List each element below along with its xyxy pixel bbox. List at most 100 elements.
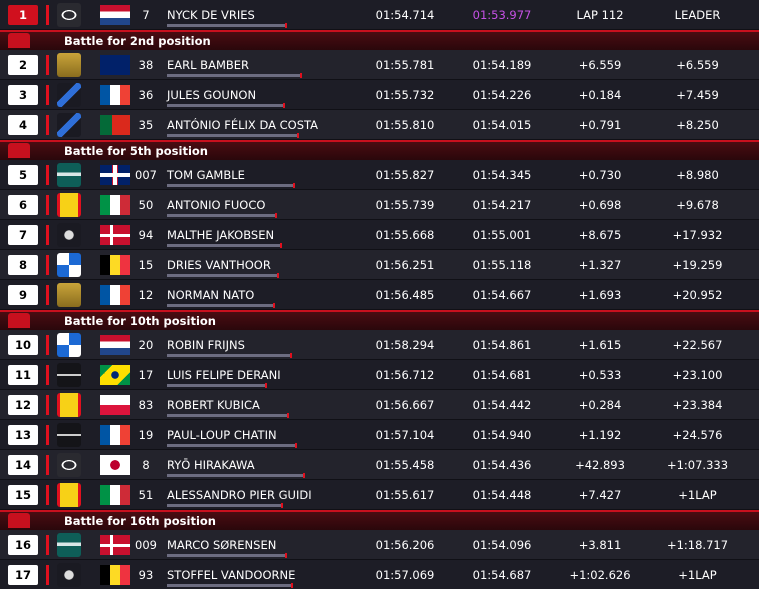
driver-name: MALTHE JAKOBSEN bbox=[167, 228, 275, 242]
driver-name: ANTÓNIO FÉLIX DA COSTA bbox=[167, 118, 319, 132]
stint-bar bbox=[167, 273, 279, 278]
interval: +19.259 bbox=[672, 258, 723, 272]
interval: +22.567 bbox=[672, 338, 723, 352]
manufacturer-logo bbox=[57, 3, 81, 27]
stint-marker bbox=[283, 103, 285, 108]
nation-flag bbox=[100, 85, 130, 105]
team-stripe bbox=[46, 85, 49, 105]
stint-marker bbox=[287, 413, 289, 418]
last-lap: 01:55.732 bbox=[375, 88, 435, 102]
gap: +42.893 bbox=[575, 458, 625, 472]
stint-bar bbox=[167, 303, 275, 308]
manufacturer-logo bbox=[57, 113, 81, 137]
stint-bar bbox=[167, 133, 299, 138]
driver-name: ANTONIO FUOCO bbox=[167, 198, 266, 212]
battle-title: Battle for 5th position bbox=[64, 144, 208, 158]
manufacturer-logo bbox=[57, 83, 81, 107]
battle-title: Battle for 2nd position bbox=[64, 34, 211, 48]
stint-marker bbox=[281, 503, 283, 508]
team-stripe bbox=[46, 535, 49, 555]
nation-flag bbox=[100, 255, 130, 275]
car-number: 38 bbox=[138, 58, 154, 72]
best-lap: 01:54.217 bbox=[472, 198, 532, 212]
position: 1 bbox=[8, 5, 38, 25]
stint-bar bbox=[167, 443, 297, 448]
stint-bar bbox=[167, 213, 277, 218]
car-number: 8 bbox=[142, 458, 150, 472]
nation-flag bbox=[100, 455, 130, 475]
best-lap: 01:54.448 bbox=[472, 488, 532, 502]
last-lap: 01:55.827 bbox=[375, 168, 435, 182]
team-stripe bbox=[46, 255, 49, 275]
stint-marker bbox=[285, 23, 287, 28]
driver-name: ROBERT KUBICA bbox=[167, 398, 260, 412]
battle-header: Battle for 16th position bbox=[0, 510, 759, 530]
driver-row: 4 35 ANTÓNIO FÉLIX DA COSTA 01:55.810 01:54.… bbox=[0, 110, 759, 140]
stint-bar bbox=[167, 23, 287, 28]
best-lap: 01:54.861 bbox=[472, 338, 532, 352]
car-number: 36 bbox=[138, 88, 154, 102]
last-lap: 01:57.069 bbox=[375, 568, 435, 582]
driver-name: EARL BAMBER bbox=[167, 58, 250, 72]
gap: +3.811 bbox=[578, 538, 622, 552]
driver-row: 11 17 LUIS FELIPE DERANI 01:56.712 01:54.681… bbox=[0, 360, 759, 390]
driver-row: 16 009 MARCO SØRENSEN 01:56.206 01:54.096 +3.… bbox=[0, 530, 759, 560]
stint-marker bbox=[280, 243, 282, 248]
car-number: 007 bbox=[135, 168, 157, 182]
manufacturer-logo bbox=[57, 193, 81, 217]
driver-row: 2 38 EARL BAMBER 01:55.781 01:54.189 +6.559 +6… bbox=[0, 50, 759, 80]
stint-bar bbox=[167, 503, 283, 508]
team-stripe bbox=[46, 335, 49, 355]
position: 9 bbox=[8, 285, 38, 305]
best-lap: 01:54.096 bbox=[472, 538, 532, 552]
car-number: 83 bbox=[138, 398, 154, 412]
gap: +6.559 bbox=[578, 58, 622, 72]
car-number: 50 bbox=[138, 198, 154, 212]
driver-row: 5 007 TOM GAMBLE 01:55.827 01:54.345 +0.730 +8… bbox=[0, 160, 759, 190]
stint-bar bbox=[167, 103, 285, 108]
gap: +0.698 bbox=[578, 198, 622, 212]
best-lap: 01:54.015 bbox=[472, 118, 532, 132]
battle-icon bbox=[8, 33, 30, 48]
battle-icon bbox=[8, 513, 30, 528]
position: 17 bbox=[8, 565, 38, 585]
best-lap: 01:55.001 bbox=[472, 228, 532, 242]
car-number: 35 bbox=[138, 118, 154, 132]
gap: +1.327 bbox=[578, 258, 622, 272]
car-number: 19 bbox=[138, 428, 154, 442]
last-lap: 01:56.667 bbox=[375, 398, 435, 412]
last-lap: 01:55.668 bbox=[375, 228, 435, 242]
driver-name: NYCK DE VRIES bbox=[167, 8, 255, 22]
gap: +1.192 bbox=[578, 428, 622, 442]
driver-name: RYŌ HIRAKAWA bbox=[167, 458, 255, 472]
manufacturer-logo bbox=[57, 53, 81, 77]
last-lap: 01:56.251 bbox=[375, 258, 435, 272]
manufacturer-logo bbox=[57, 363, 81, 387]
manufacturer-logo bbox=[57, 423, 81, 447]
stint-bar bbox=[167, 473, 305, 478]
battle-header: Battle for 2nd position bbox=[0, 30, 759, 50]
driver-row: 14 8 RYŌ HIRAKAWA 01:55.458 01:54.436 +42.893… bbox=[0, 450, 759, 480]
interval: +8.250 bbox=[676, 118, 719, 132]
driver-row: 10 20 ROBIN FRIJNS 01:58.294 01:54.861 +1.615… bbox=[0, 330, 759, 360]
stint-marker bbox=[277, 273, 279, 278]
stint-bar bbox=[167, 583, 293, 588]
best-lap: 01:54.687 bbox=[472, 568, 532, 582]
team-stripe bbox=[46, 195, 49, 215]
best-lap: 01:55.118 bbox=[472, 258, 532, 272]
best-lap: 01:54.436 bbox=[472, 458, 532, 472]
manufacturer-logo bbox=[57, 393, 81, 417]
car-number: 12 bbox=[138, 288, 154, 302]
gap: +0.533 bbox=[578, 368, 622, 382]
battle-header: Battle for 5th position bbox=[0, 140, 759, 160]
battle-header: Battle for 10th position bbox=[0, 310, 759, 330]
gap: +1.693 bbox=[578, 288, 622, 302]
best-lap: 01:54.667 bbox=[472, 288, 532, 302]
stint-marker bbox=[285, 553, 287, 558]
team-stripe bbox=[46, 5, 49, 25]
team-stripe bbox=[46, 55, 49, 75]
driver-name: ROBIN FRIJNS bbox=[167, 338, 245, 352]
stint-marker bbox=[293, 183, 295, 188]
manufacturer-logo bbox=[57, 333, 81, 357]
last-lap: 01:56.206 bbox=[375, 538, 435, 552]
